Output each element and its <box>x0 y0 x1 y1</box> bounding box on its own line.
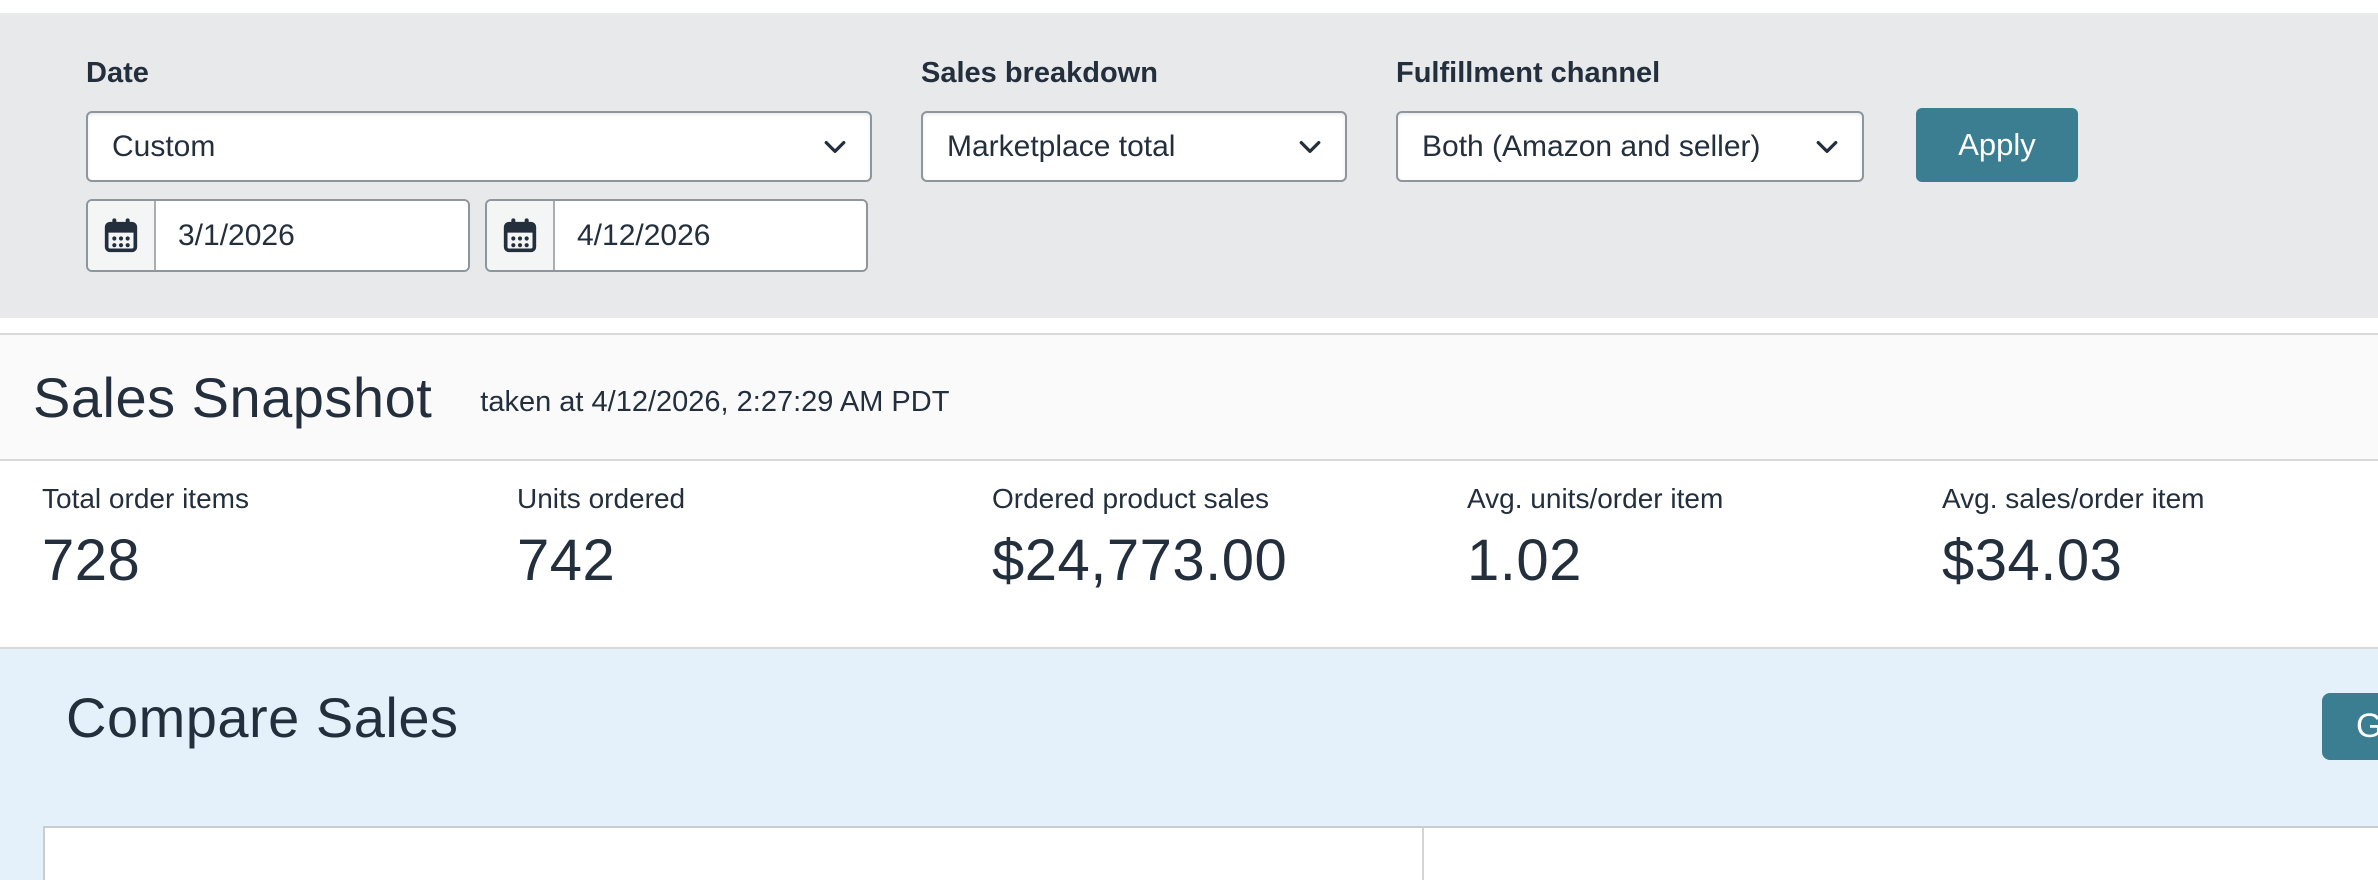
fulfillment-channel-select[interactable]: Both (Amazon and seller) <box>1396 111 1864 182</box>
calendar-icon[interactable] <box>487 201 555 270</box>
end-date-field <box>485 199 868 272</box>
metric-value: 728 <box>42 528 141 593</box>
fulfillment-channel-label: Fulfillment channel <box>1396 57 1661 89</box>
metric-avg-units-per-order-item: Avg. units/order item 1.02 <box>1467 461 1942 630</box>
sales-breakdown-selected-value: Marketplace total <box>947 129 1176 163</box>
calendar-icon[interactable] <box>88 201 156 270</box>
chevron-down-icon <box>820 132 850 162</box>
sales-breakdown-select[interactable]: Marketplace total <box>921 111 1347 182</box>
metric-label: Units ordered <box>517 483 686 514</box>
chevron-down-icon <box>1812 132 1842 162</box>
metric-value: 742 <box>517 528 616 593</box>
fulfillment-channel-selected-value: Both (Amazon and seller) <box>1422 129 1761 163</box>
compare-sales-table-panel <box>43 826 2378 880</box>
metric-units-ordered: Units ordered 742 <box>517 461 992 630</box>
snapshot-timestamp: taken at 4/12/2026, 2:27:29 AM PDT <box>480 385 950 418</box>
metric-value: 1.02 <box>1467 528 1582 593</box>
sales-breakdown-label: Sales breakdown <box>921 57 1158 89</box>
end-date-input[interactable] <box>555 201 866 270</box>
metric-label: Avg. sales/order item <box>1942 483 2205 514</box>
start-date-input[interactable] <box>156 201 468 270</box>
date-filter-label: Date <box>86 57 149 89</box>
compare-sales-section: Compare Sales G <box>0 647 2378 880</box>
compare-sales-title: Compare Sales <box>66 686 459 749</box>
metric-ordered-product-sales: Ordered product sales $24,773.00 <box>992 461 1467 630</box>
date-range-selected-value: Custom <box>112 129 216 163</box>
metric-label: Avg. units/order item <box>1467 483 1724 514</box>
metric-label: Ordered product sales <box>992 483 1270 514</box>
apply-button[interactable]: Apply <box>1916 108 2078 182</box>
metric-total-order-items: Total order items 728 <box>42 461 517 630</box>
graph-button-clipped[interactable]: G <box>2322 693 2378 760</box>
start-date-field <box>86 199 470 272</box>
sales-snapshot-metrics: Total order items 728 Units ordered 742 … <box>0 461 2378 630</box>
date-range-select[interactable]: Custom <box>86 111 872 182</box>
sales-snapshot-header: Sales Snapshot taken at 4/12/2026, 2:27:… <box>0 333 2378 461</box>
metric-value: $24,773.00 <box>992 528 1288 593</box>
filter-bar: Date Custom <box>0 13 2378 318</box>
metric-label: Total order items <box>42 483 249 514</box>
table-column-divider <box>1422 828 1424 880</box>
sales-snapshot-title: Sales Snapshot <box>33 365 433 429</box>
metric-avg-sales-per-order-item: Avg. sales/order item $34.03 <box>1942 461 2378 630</box>
metric-value: $34.03 <box>1942 528 2123 593</box>
chevron-down-icon <box>1295 132 1325 162</box>
